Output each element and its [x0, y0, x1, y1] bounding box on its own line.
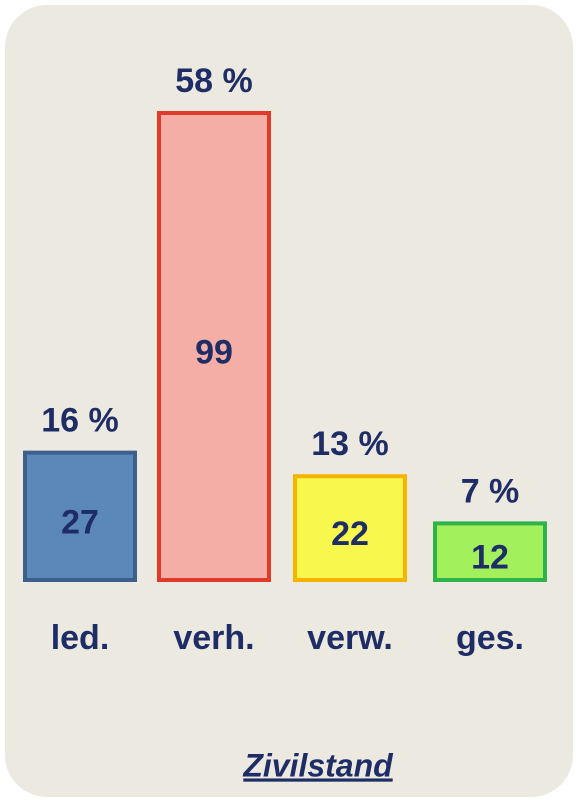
bar: [293, 474, 407, 583]
bar: [433, 521, 547, 582]
x-tick-label: verw.: [307, 619, 393, 657]
bar: [23, 450, 137, 582]
chart-title: Zivilstand: [242, 747, 394, 783]
share-label: 16 %: [41, 402, 119, 440]
share-label: 13 %: [311, 425, 389, 463]
panel: [5, 5, 573, 797]
bar-value-label: 99: [195, 333, 233, 371]
bar-value-label: 27: [61, 503, 99, 541]
x-tick-label: ges.: [456, 619, 524, 657]
bar-value-label: 12: [471, 539, 509, 577]
x-tick-label: led.: [51, 619, 110, 657]
share-label: 7 %: [461, 472, 520, 510]
bar: [157, 111, 271, 582]
x-tick-label: verh.: [173, 619, 254, 657]
bar-value-label: 22: [331, 515, 369, 553]
share-label: 58 %: [175, 62, 253, 100]
